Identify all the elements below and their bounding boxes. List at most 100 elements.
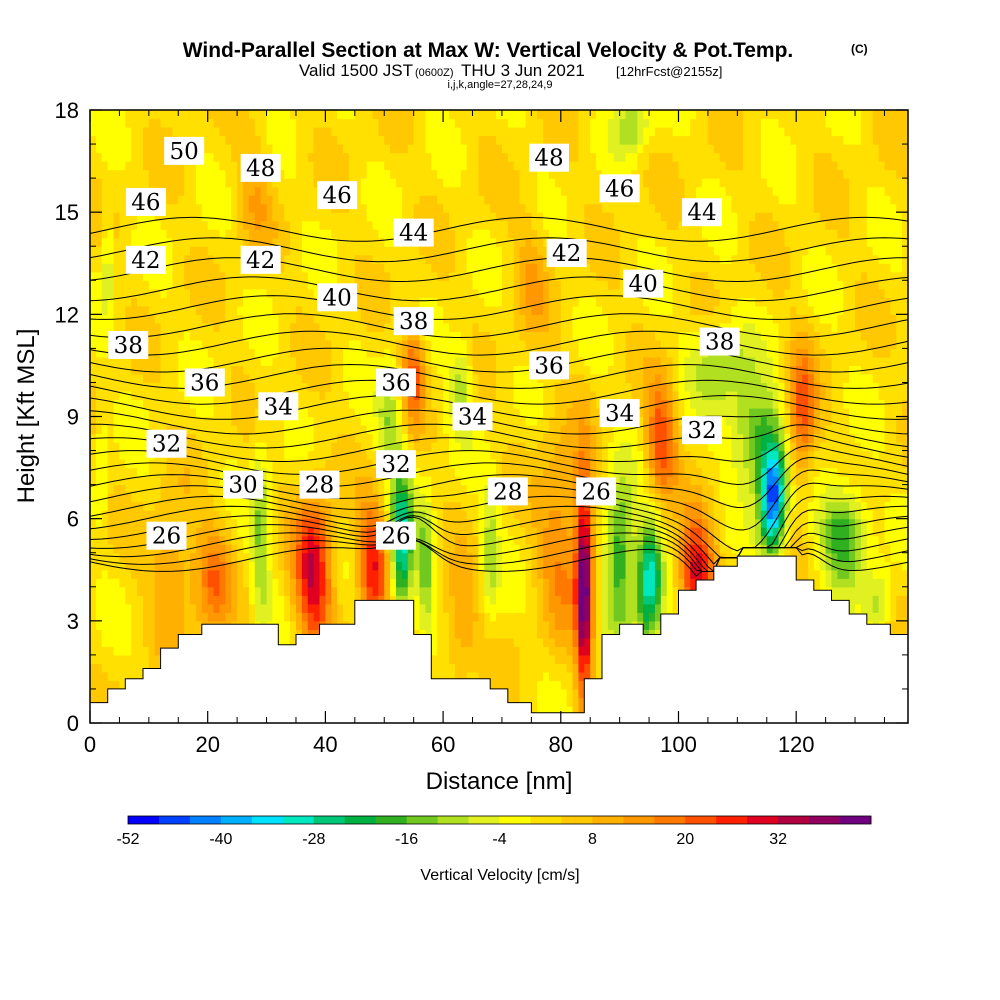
w-cell: [443, 186, 450, 196]
w-cell: [248, 280, 256, 290]
w-cell: [390, 263, 397, 273]
w-cell: [266, 603, 274, 613]
w-cell: [460, 467, 468, 477]
w-cell: [337, 390, 344, 401]
w-cell: [201, 127, 209, 137]
w-cell: [231, 356, 238, 367]
w-cell: [307, 339, 315, 349]
w-cell: [484, 390, 491, 401]
w-cell: [107, 110, 115, 120]
w-cell: [125, 322, 132, 332]
w-cell: [401, 442, 409, 452]
w-cell: [266, 586, 274, 596]
w-cell: [390, 561, 397, 571]
w-cell: [284, 476, 291, 486]
w-cell: [119, 365, 126, 375]
w-cell: [278, 110, 285, 120]
w-cell: [490, 365, 497, 375]
w-cell: [207, 476, 215, 486]
w-cell: [443, 322, 450, 332]
w-cell: [407, 118, 415, 128]
w-cell: [307, 229, 315, 239]
w-cell: [325, 442, 332, 452]
w-cell: [166, 637, 173, 647]
w-cell: [131, 620, 138, 630]
w-cell: [360, 535, 368, 545]
w-cell: [360, 322, 368, 332]
w-cell: [160, 561, 168, 571]
w-cell: [437, 220, 444, 230]
w-cell: [337, 569, 344, 579]
w-cell: [384, 561, 391, 571]
w-cell: [348, 390, 356, 401]
w-cell: [172, 373, 179, 384]
w-cell: [142, 127, 150, 137]
w-cell: [425, 195, 432, 205]
w-cell: [231, 203, 238, 213]
w-cell: [372, 135, 379, 145]
w-cell: [313, 339, 321, 349]
w-cell: [454, 212, 462, 222]
w-cell: [131, 169, 138, 179]
w-cell: [472, 595, 479, 605]
w-cell: [190, 484, 197, 494]
w-cell: [295, 535, 303, 545]
w-cell: [101, 229, 109, 239]
w-cell: [195, 442, 203, 452]
w-cell: [201, 178, 209, 188]
w-cell: [478, 339, 485, 349]
w-cell: [448, 305, 456, 315]
w-cell: [142, 476, 150, 486]
w-cell: [207, 195, 215, 205]
w-cell: [107, 144, 115, 154]
w-cell: [184, 195, 191, 205]
w-cell: [172, 390, 179, 401]
w-cell: [95, 152, 103, 162]
w-cell: [331, 365, 338, 375]
w-cell: [95, 527, 103, 537]
w-cell: [172, 407, 179, 418]
w-cell: [366, 382, 374, 392]
w-cell: [219, 110, 226, 120]
w-cell: [195, 212, 203, 222]
w-cell: [95, 688, 103, 699]
w-cell: [378, 161, 385, 171]
w-cell: [401, 416, 409, 426]
w-cell: [195, 118, 203, 128]
w-cell: [166, 212, 173, 222]
w-cell: [254, 212, 262, 222]
w-cell: [101, 169, 109, 179]
w-cell: [243, 229, 250, 239]
w-cell: [225, 246, 232, 256]
w-cell: [307, 144, 315, 154]
w-cell: [378, 425, 385, 435]
w-cell: [160, 612, 168, 622]
w-cell: [337, 459, 344, 469]
w-cell: [431, 144, 438, 154]
w-cell: [201, 603, 209, 613]
w-cell: [142, 544, 150, 554]
w-cell: [131, 356, 138, 367]
chart-title: Wind-Parallel Section at Max W: Vertical…: [183, 39, 794, 62]
w-cell: [195, 203, 203, 213]
w-cell: [448, 144, 456, 154]
w-cell: [137, 416, 144, 426]
w-cell: [384, 254, 391, 264]
w-cell: [107, 484, 115, 494]
w-cell: [460, 135, 468, 145]
w-cell: [413, 518, 421, 528]
w-cell: [172, 186, 179, 196]
w-cell: [448, 578, 456, 588]
w-cell: [142, 416, 150, 426]
w-cell: [460, 237, 468, 247]
w-cell: [90, 237, 97, 247]
w-cell: [390, 203, 397, 213]
w-cell: [319, 569, 326, 579]
w-cell: [301, 186, 309, 196]
w-cell: [348, 493, 356, 503]
w-cell: [360, 510, 368, 520]
w-cell: [331, 442, 338, 452]
w-cell: [113, 212, 121, 222]
w-cell: [354, 552, 362, 562]
w-cell: [278, 637, 285, 647]
